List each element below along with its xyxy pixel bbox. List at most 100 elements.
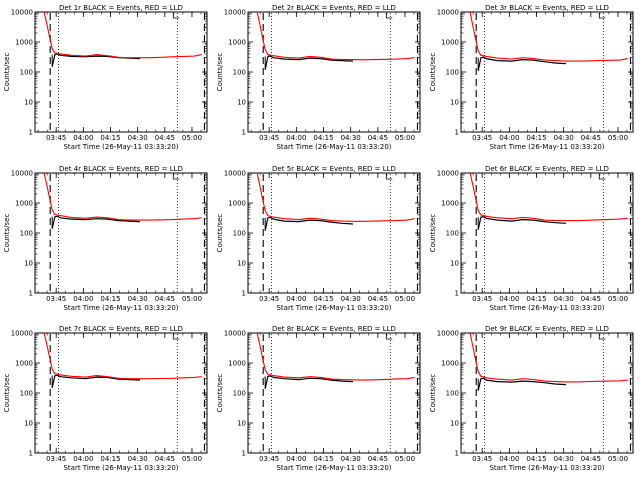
plot-frame <box>34 11 208 133</box>
x-axis-label: Start Time (26-May-11 03:33:20) <box>63 143 178 151</box>
x-tick-label: 05:00 <box>608 134 628 142</box>
x-tick-label: 04:00 <box>73 455 93 463</box>
x-tick-label: 04:15 <box>526 455 546 463</box>
y-tick-label: 1 <box>29 290 33 298</box>
x-tick-label: 04:00 <box>499 134 519 142</box>
y-tick-label: 10000 <box>437 170 459 178</box>
chart-title: Det 9r BLACK = Events, RED = LLD <box>485 325 609 333</box>
x-tick-label: 05:00 <box>395 455 415 463</box>
y-tick-label: 1000 <box>228 39 246 47</box>
panel: Det 5r BLACK = Events, RED = LLD Counts/s… <box>216 165 421 312</box>
series-events-line <box>264 375 354 389</box>
series-events-line <box>264 216 354 231</box>
y-axis-label: Counts/sec <box>216 53 224 92</box>
x-tick-label: 04:00 <box>286 134 306 142</box>
panel: Det 2r BLACK = Events, RED = LLD Counts/s… <box>216 4 421 151</box>
panel: Det 1r BLACK = Events, RED = LLD Counts/s… <box>3 4 208 151</box>
x-tick-label: 04:30 <box>554 134 574 142</box>
x-tick-label: 04:15 <box>100 295 120 303</box>
x-axis-label: Start Time (26-May-11 03:33:20) <box>63 464 178 472</box>
x-tick-label: 04:00 <box>286 455 306 463</box>
x-tick-label: 04:15 <box>313 455 333 463</box>
marker-bracket <box>598 13 606 19</box>
marker-bracket <box>172 13 180 19</box>
x-tick-label: 05:00 <box>395 134 415 142</box>
x-tick-label: 04:15 <box>313 134 333 142</box>
plot-frame <box>34 172 208 294</box>
x-tick-label: 05:00 <box>182 455 202 463</box>
y-tick-label: 10 <box>24 260 33 268</box>
series-lld-line <box>469 11 628 62</box>
y-tick-label: 10000 <box>224 170 246 178</box>
chart-title: Det 6r BLACK = Events, RED = LLD <box>485 165 609 173</box>
x-axis-label: Start Time (26-May-11 03:33:20) <box>63 304 178 312</box>
series-lld-line <box>43 172 202 221</box>
x-tick-label: 03:45 <box>259 455 279 463</box>
y-tick-label: 1 <box>455 129 459 137</box>
y-tick-label: 10 <box>450 420 459 428</box>
x-tick-label: 04:15 <box>100 134 120 142</box>
y-tick-label: 10 <box>237 420 246 428</box>
marker-bracket <box>172 174 180 180</box>
x-tick-label: 04:30 <box>554 455 574 463</box>
series-lld-line <box>43 11 202 59</box>
panel: Det 3r BLACK = Events, RED = LLD Counts/s… <box>429 4 634 151</box>
plot-frame <box>34 332 208 454</box>
y-tick-label: 10 <box>237 260 246 268</box>
x-axis-label: Start Time (26-May-11 03:33:20) <box>489 143 604 151</box>
x-tick-label: 04:45 <box>368 295 388 303</box>
x-axis-label: Start Time (26-May-11 03:33:20) <box>276 143 391 151</box>
x-tick-label: 03:45 <box>259 134 279 142</box>
x-tick-label: 03:45 <box>472 295 492 303</box>
x-tick-label: 04:30 <box>341 455 361 463</box>
y-tick-label: 1 <box>29 450 33 458</box>
y-tick-label: 10 <box>450 99 459 107</box>
y-tick-label: 100 <box>233 230 246 238</box>
y-tick-label: 1 <box>455 450 459 458</box>
series-events-line <box>51 53 141 67</box>
x-tick-label: 04:00 <box>499 295 519 303</box>
x-tick-label: 04:00 <box>73 134 93 142</box>
y-tick-label: 1000 <box>441 39 459 47</box>
y-tick-label: 1 <box>242 450 246 458</box>
x-axis-label: Start Time (26-May-11 03:33:20) <box>276 304 391 312</box>
x-tick-label: 04:45 <box>155 455 175 463</box>
y-tick-label: 1 <box>242 129 246 137</box>
y-tick-label: 1000 <box>228 360 246 368</box>
y-tick-label: 10 <box>24 99 33 107</box>
y-tick-label: 1000 <box>228 200 246 208</box>
x-tick-label: 04:00 <box>286 295 306 303</box>
panel: Det 7r BLACK = Events, RED = LLD Counts/s… <box>3 325 208 472</box>
y-tick-label: 1000 <box>15 39 33 47</box>
marker-bracket <box>385 174 393 180</box>
y-tick-label: 100 <box>233 390 246 398</box>
x-axis-label: Start Time (26-May-11 03:33:20) <box>489 304 604 312</box>
y-axis-label: Counts/sec <box>216 214 224 253</box>
plot-frame <box>460 172 634 294</box>
marker-bracket <box>598 334 606 340</box>
y-axis-label: Counts/sec <box>429 214 437 253</box>
x-tick-label: 03:45 <box>46 455 66 463</box>
x-tick-label: 04:30 <box>341 134 361 142</box>
x-tick-label: 04:45 <box>155 134 175 142</box>
x-tick-label: 04:30 <box>128 295 148 303</box>
x-tick-label: 04:15 <box>526 134 546 142</box>
y-tick-label: 10000 <box>11 9 33 17</box>
y-tick-label: 10 <box>450 260 459 268</box>
x-tick-label: 04:30 <box>341 295 361 303</box>
series-events-line <box>264 55 354 70</box>
y-tick-label: 100 <box>446 69 459 77</box>
series-lld-line <box>469 172 628 222</box>
chart-title: Det 4r BLACK = Events, RED = LLD <box>59 165 183 173</box>
x-tick-label: 04:45 <box>368 455 388 463</box>
series-lld-line <box>256 172 415 222</box>
series-lld-line <box>256 332 415 381</box>
x-tick-label: 05:00 <box>608 295 628 303</box>
panel: Det 6r BLACK = Events, RED = LLD Counts/s… <box>429 165 634 312</box>
y-tick-label: 100 <box>20 230 33 238</box>
marker-bracket <box>172 334 180 340</box>
y-tick-label: 10000 <box>11 330 33 338</box>
panel: Det 9r BLACK = Events, RED = LLD Counts/s… <box>429 325 634 472</box>
plot-frame <box>247 11 421 133</box>
x-tick-label: 04:30 <box>128 134 148 142</box>
